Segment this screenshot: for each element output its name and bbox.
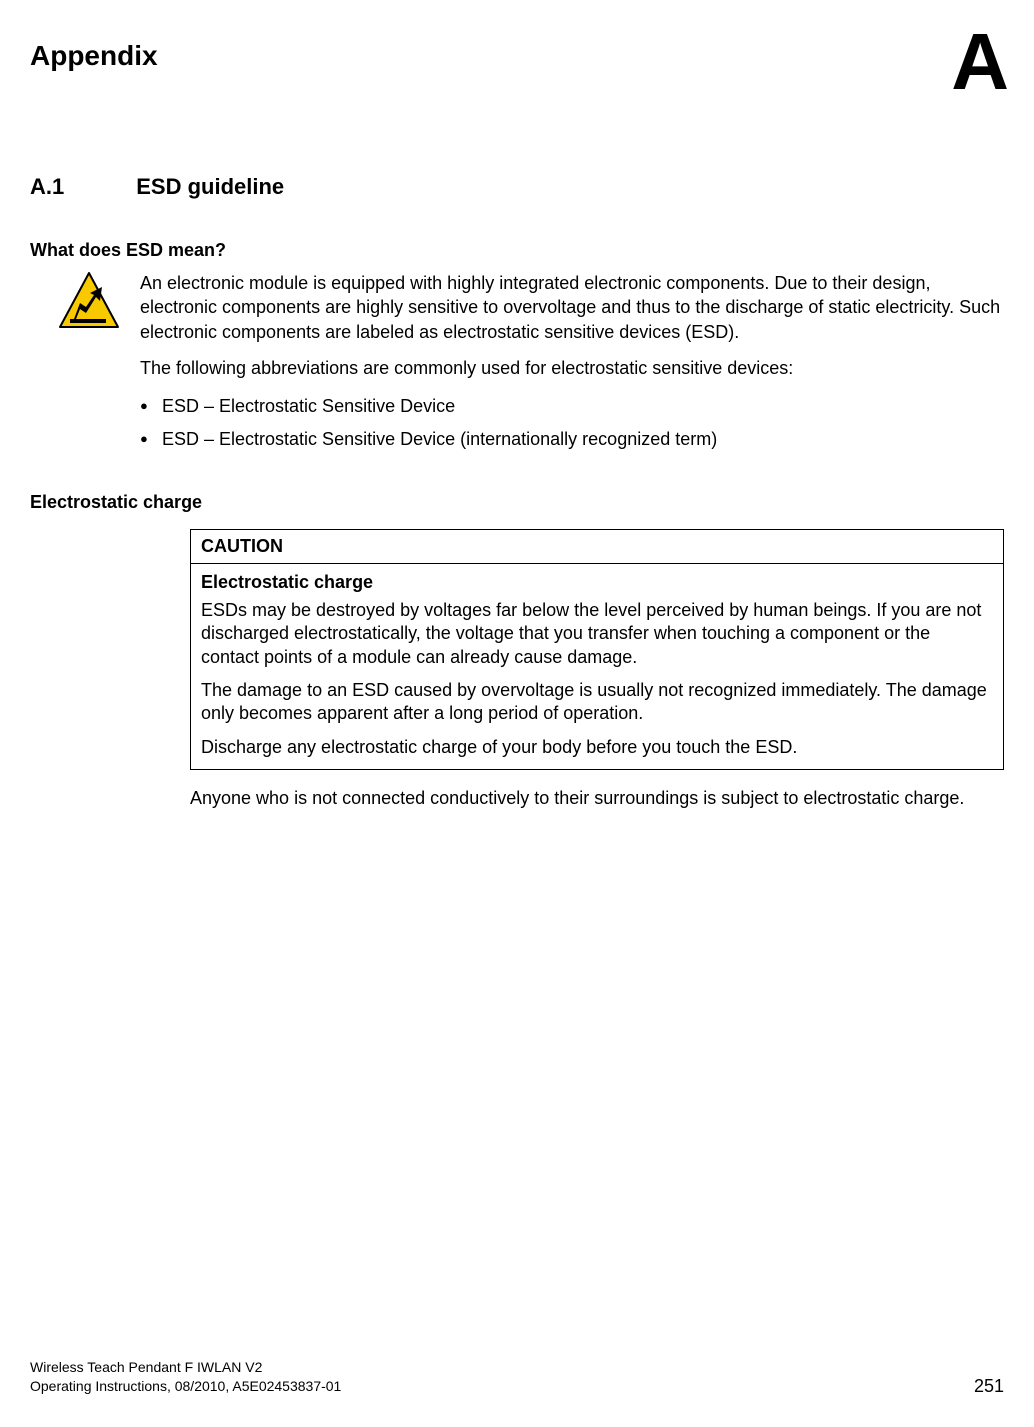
caution-p1: ESDs may be destroyed by voltages far be… <box>201 599 993 669</box>
list-item: ESD – Electrostatic Sensitive Device (in… <box>140 425 1004 454</box>
esd-intro-block: An electronic module is equipped with hi… <box>30 271 1004 462</box>
para-after-caution: Anyone who is not connected conductively… <box>190 786 1004 810</box>
caution-title: Electrostatic charge <box>201 572 993 593</box>
para-abbrev-intro: The following abbreviations are commonly… <box>140 356 1004 380</box>
appendix-letter: A <box>951 30 1009 94</box>
caution-body: Electrostatic charge ESDs may be destroy… <box>191 564 1003 769</box>
esd-intro-text: An electronic module is equipped with hi… <box>140 271 1004 462</box>
page-footer: Wireless Teach Pendant F IWLAN V2 Operat… <box>30 1358 1004 1397</box>
para-esd-def: An electronic module is equipped with hi… <box>140 271 1004 344</box>
footer-left: Wireless Teach Pendant F IWLAN V2 Operat… <box>30 1358 341 1397</box>
section-title: ESD guideline <box>136 174 284 200</box>
section-number: A.1 <box>30 174 64 200</box>
subheading-electrostatic-charge: Electrostatic charge <box>30 492 1004 513</box>
appendix-title: Appendix <box>30 40 158 72</box>
electrostatic-block: CAUTION Electrostatic charge ESDs may be… <box>190 529 1004 811</box>
page-header: Appendix A <box>30 30 1004 94</box>
list-item: ESD – Electrostatic Sensitive Device <box>140 392 1004 421</box>
section-heading: A.1 ESD guideline <box>30 174 1004 200</box>
footer-line2: Operating Instructions, 08/2010, A5E0245… <box>30 1377 341 1397</box>
caution-box: CAUTION Electrostatic charge ESDs may be… <box>190 529 1004 770</box>
footer-line1: Wireless Teach Pendant F IWLAN V2 <box>30 1358 341 1378</box>
subheading-esd-mean: What does ESD mean? <box>30 240 1004 261</box>
abbrev-list: ESD – Electrostatic Sensitive Device ESD… <box>140 392 1004 454</box>
esd-warning-icon <box>58 271 120 333</box>
caution-p3: Discharge any electrostatic charge of yo… <box>201 736 993 759</box>
page-number: 251 <box>974 1376 1004 1397</box>
caution-label: CAUTION <box>191 530 1003 564</box>
caution-p2: The damage to an ESD caused by overvolta… <box>201 679 993 726</box>
